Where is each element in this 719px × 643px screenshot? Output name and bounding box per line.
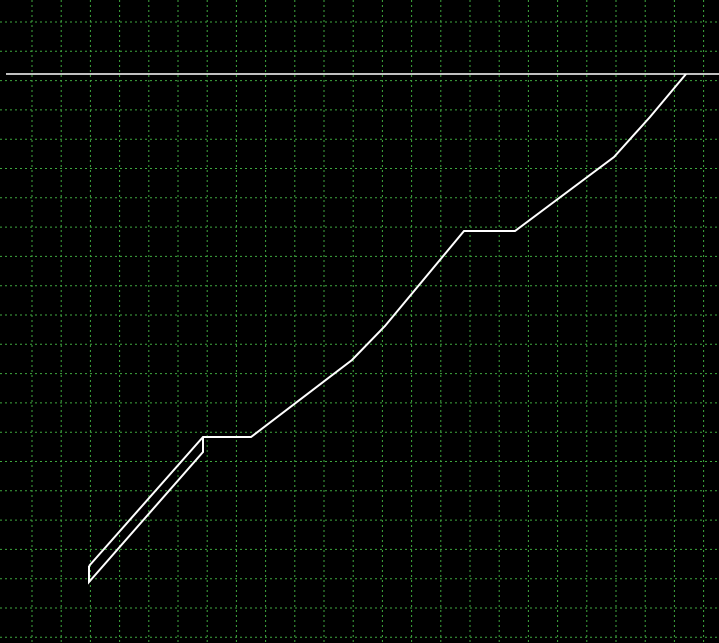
drawn-path-offset-edge[interactable]	[88, 437, 204, 585]
drawn-path-main[interactable]	[88, 73, 687, 567]
